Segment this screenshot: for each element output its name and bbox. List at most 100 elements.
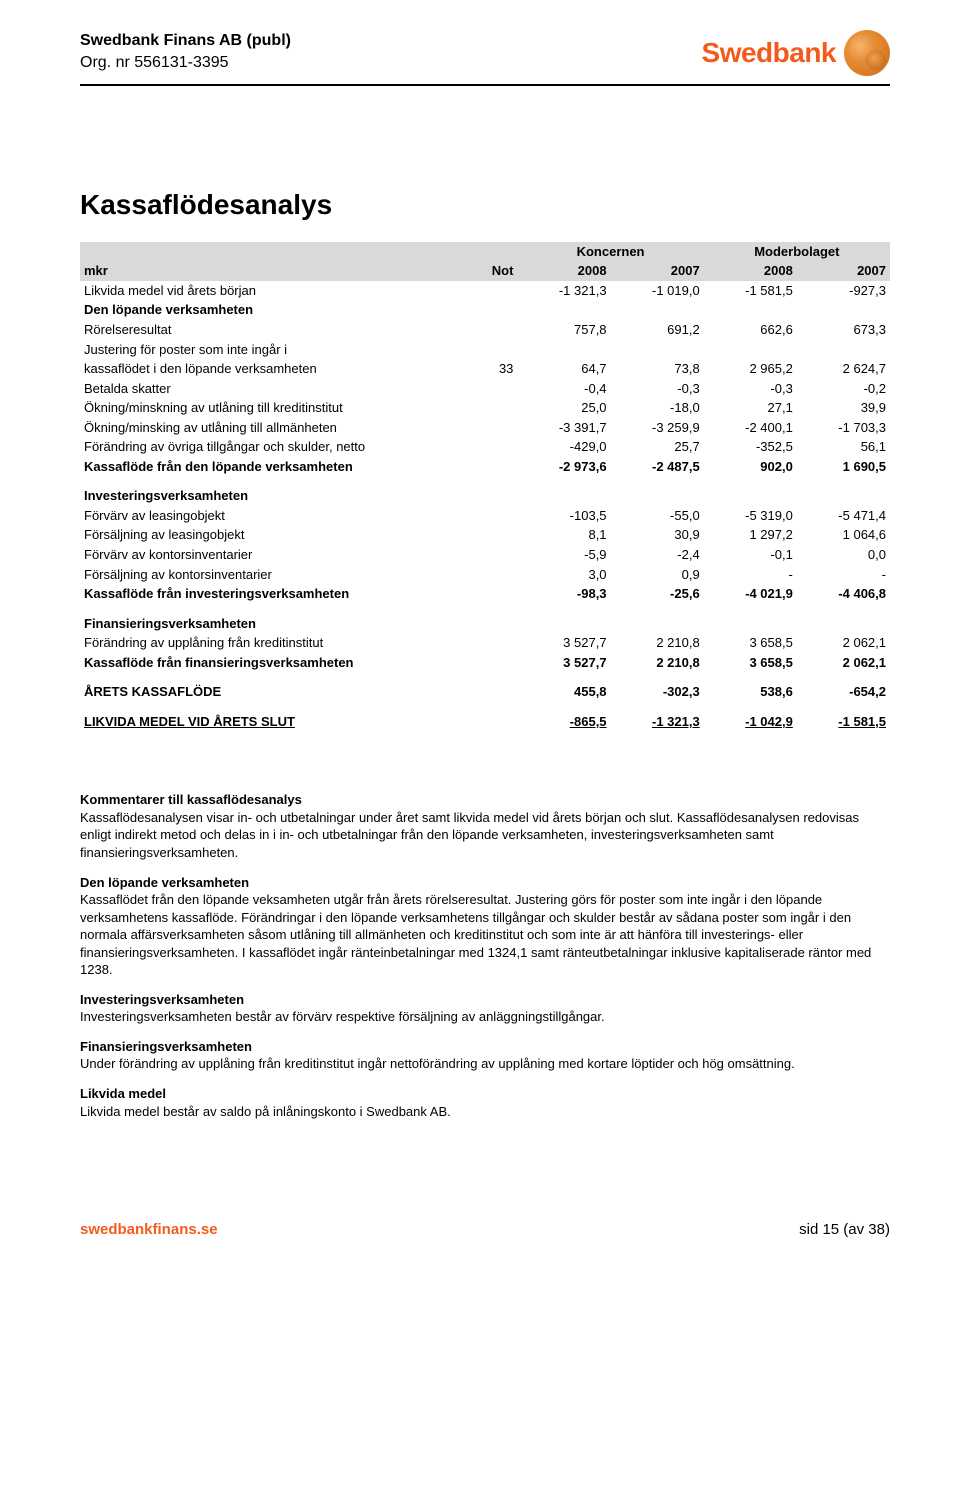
- row-note: [453, 379, 518, 399]
- row-note: [453, 437, 518, 457]
- table-row: ÅRETS KASSAFLÖDE455,8-302,3538,6-654,2: [80, 682, 890, 702]
- th-group-koncernen: Koncernen: [517, 242, 703, 262]
- table-spacer: [80, 672, 890, 682]
- table-spacer: [80, 604, 890, 614]
- table-row: kassaflödet i den löpande verksamheten33…: [80, 359, 890, 379]
- row-label: Kassaflöde från den löpande verksamheten: [80, 457, 453, 477]
- row-note: [453, 584, 518, 604]
- table-row: Försäljning av leasingobjekt8,130,91 297…: [80, 525, 890, 545]
- row-value: 73,8: [611, 359, 704, 379]
- intro-heading: Kommentarer till kassaflödesanalys: [80, 792, 302, 807]
- row-value: -4 406,8: [797, 584, 890, 604]
- row-value: -4 021,9: [704, 584, 797, 604]
- row-value: -98,3: [517, 584, 610, 604]
- row-value: 2 210,8: [611, 653, 704, 673]
- row-note: [453, 614, 518, 634]
- table-row: Ökning/minskning av utlåning till kredit…: [80, 398, 890, 418]
- table-row: Investeringsverksamheten: [80, 486, 890, 506]
- row-label: Investeringsverksamheten: [80, 486, 453, 506]
- row-label: ÅRETS KASSAFLÖDE: [80, 682, 453, 702]
- row-value: 3 658,5: [704, 653, 797, 673]
- row-value: [797, 340, 890, 360]
- page-title: Kassaflödesanalys: [80, 186, 890, 224]
- footer-url: swedbankfinans.se: [80, 1220, 218, 1240]
- row-value: 902,0: [704, 457, 797, 477]
- cashflow-table: Koncernen Moderbolaget mkr Not 2008 2007…: [80, 242, 890, 732]
- row-value: -5 319,0: [704, 506, 797, 526]
- row-label: Rörelseresultat: [80, 320, 453, 340]
- row-value: [797, 614, 890, 634]
- row-value: [611, 614, 704, 634]
- row-value: 673,3: [797, 320, 890, 340]
- row-value: -5,9: [517, 545, 610, 565]
- row-label: LIKVIDA MEDEL VID ÅRETS SLUT: [80, 712, 453, 732]
- row-value: 25,0: [517, 398, 610, 418]
- row-note: [453, 281, 518, 301]
- th-blank: [453, 242, 518, 262]
- table-row: Kassaflöde från den löpande verksamheten…: [80, 457, 890, 477]
- row-value: [611, 300, 704, 320]
- row-value: [517, 340, 610, 360]
- row-value: -654,2: [797, 682, 890, 702]
- row-value: -1 321,3: [611, 712, 704, 732]
- row-label: Förvärv av leasingobjekt: [80, 506, 453, 526]
- row-value: 0,9: [611, 565, 704, 585]
- row-value: -1 581,5: [704, 281, 797, 301]
- row-value: -3 259,9: [611, 418, 704, 438]
- swedbank-logo: Swedbank: [702, 30, 890, 76]
- s3-heading: Finansieringsverksamheten: [80, 1039, 252, 1054]
- row-note: [453, 565, 518, 585]
- row-value: 2 062,1: [797, 633, 890, 653]
- row-value: 8,1: [517, 525, 610, 545]
- row-note: [453, 506, 518, 526]
- row-value: -0,4: [517, 379, 610, 399]
- s1-body: Kassaflödet från den löpande veksamheten…: [80, 892, 871, 977]
- row-value: 3 658,5: [704, 633, 797, 653]
- table-spacer: [80, 702, 890, 712]
- row-value: -5 471,4: [797, 506, 890, 526]
- s4-heading: Likvida medel: [80, 1086, 166, 1101]
- row-value: 2 210,8: [611, 633, 704, 653]
- th-year: 2008: [704, 261, 797, 281]
- row-value: -0,3: [704, 379, 797, 399]
- th-unit: mkr: [80, 261, 453, 281]
- row-value: 1 064,6: [797, 525, 890, 545]
- row-note: [453, 418, 518, 438]
- s1-heading: Den löpande verksamheten: [80, 875, 249, 890]
- row-value: [797, 300, 890, 320]
- s2-heading: Investeringsverksamheten: [80, 992, 244, 1007]
- row-value: 455,8: [517, 682, 610, 702]
- table-body: Likvida medel vid årets början-1 321,3-1…: [80, 281, 890, 731]
- row-note: [453, 712, 518, 732]
- row-label: Justering för poster som inte ingår i: [80, 340, 453, 360]
- row-value: -2,4: [611, 545, 704, 565]
- row-value: -: [704, 565, 797, 585]
- row-value: [704, 614, 797, 634]
- row-value: -1 581,5: [797, 712, 890, 732]
- page-footer: swedbankfinans.se sid 15 (av 38): [80, 1220, 890, 1240]
- row-value: -2 487,5: [611, 457, 704, 477]
- row-label: Förändring av upplåning från kreditinsti…: [80, 633, 453, 653]
- table-row: Förändring av upplåning från kreditinsti…: [80, 633, 890, 653]
- row-value: -1 321,3: [517, 281, 610, 301]
- row-note: [453, 300, 518, 320]
- row-value: -2 400,1: [704, 418, 797, 438]
- table-row: Förändring av övriga tillgångar och skul…: [80, 437, 890, 457]
- row-value: [704, 300, 797, 320]
- row-value: 25,7: [611, 437, 704, 457]
- row-note: [453, 486, 518, 506]
- th-group-moderbolaget: Moderbolaget: [704, 242, 890, 262]
- row-value: 757,8: [517, 320, 610, 340]
- comments-operating: Den löpande verksamheten Kassaflödet frå…: [80, 874, 890, 979]
- table-row: Betalda skatter-0,4-0,3-0,3-0,2: [80, 379, 890, 399]
- row-value: 2 965,2: [704, 359, 797, 379]
- row-label: Den löpande verksamheten: [80, 300, 453, 320]
- s4-body: Likvida medel består av saldo på inlånin…: [80, 1104, 451, 1119]
- row-value: 27,1: [704, 398, 797, 418]
- table-row: Förvärv av leasingobjekt-103,5-55,0-5 31…: [80, 506, 890, 526]
- table-row: Finansieringsverksamheten: [80, 614, 890, 634]
- row-label: Finansieringsverksamheten: [80, 614, 453, 634]
- row-value: -429,0: [517, 437, 610, 457]
- row-value: [611, 340, 704, 360]
- row-note: [453, 682, 518, 702]
